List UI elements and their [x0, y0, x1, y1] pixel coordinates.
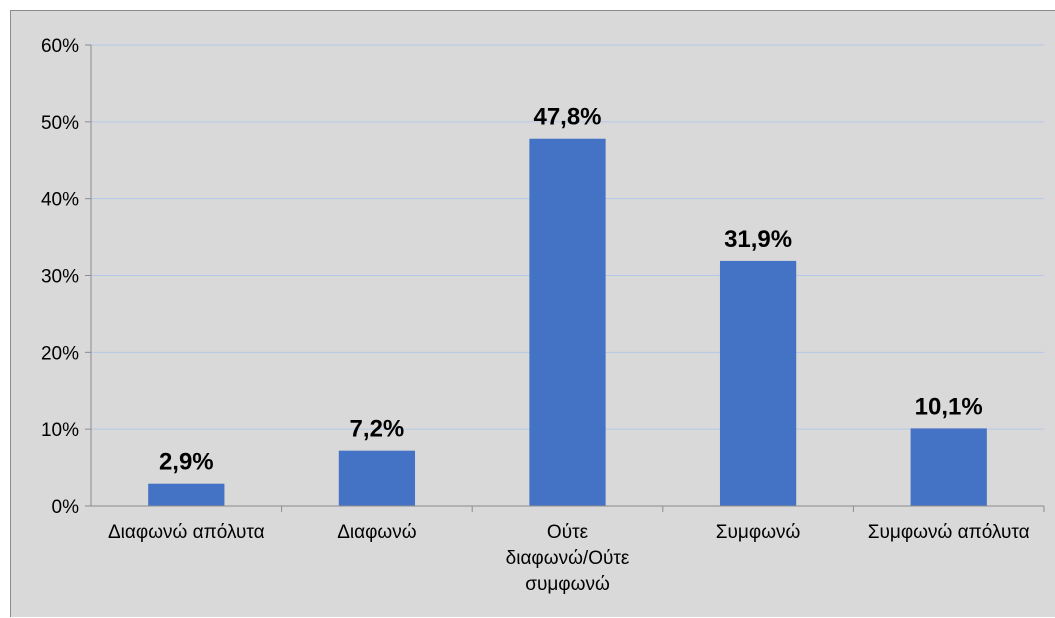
- data-label: 47,8%: [533, 104, 601, 131]
- y-tick-label: 40%: [41, 190, 79, 211]
- x-tick-label: Ούτε διαφωνώ/Ούτε συμφωνώ: [506, 522, 630, 595]
- bar: [529, 138, 606, 506]
- y-tick-label: 60%: [41, 36, 79, 57]
- data-label: 2,9%: [159, 449, 214, 476]
- bar: [910, 428, 987, 506]
- x-tick-label: Συμφωνώ απόλυτα: [868, 522, 1030, 543]
- axes: [85, 44, 1045, 512]
- data-label: 7,2%: [350, 416, 405, 443]
- bar: [719, 260, 797, 506]
- y-tick-labels: 0% 10% 20% 30% 40% 50% 60%: [41, 36, 79, 518]
- x-tick-labels: Διαφωνώ απόλυτα Διαφωνώ Ούτε διαφωνώ/Ούτε συ…: [108, 522, 1030, 595]
- y-tick-label: 0%: [52, 497, 80, 518]
- bars: [148, 138, 987, 506]
- y-tick-label: 30%: [41, 267, 79, 288]
- x-tick-label: Συμφωνώ: [716, 522, 801, 543]
- data-labels: 2,9% 7,2% 47,8% 31,9% 10,1%: [159, 104, 983, 476]
- x-tick-label: Διαφωνώ απόλυτα: [108, 522, 265, 543]
- data-label: 31,9%: [724, 226, 792, 253]
- y-tick-label: 10%: [41, 420, 79, 441]
- data-label: 10,1%: [915, 393, 983, 420]
- y-tick-label: 20%: [41, 343, 79, 364]
- bar: [148, 483, 225, 506]
- x-tick-label: Διαφωνώ: [337, 522, 417, 543]
- bar: [338, 450, 416, 506]
- bar-chart: 0%10%20%30%40%50%60% Διαφωνώ απόλυτα Διαφ…: [41, 36, 1045, 595]
- y-tick-label: 50%: [41, 113, 79, 134]
- chart-area: 0% 10% 20% 30% 40% 50% 60% Διαφωνώ απόλυτα Διαφ…: [10, 10, 1055, 617]
